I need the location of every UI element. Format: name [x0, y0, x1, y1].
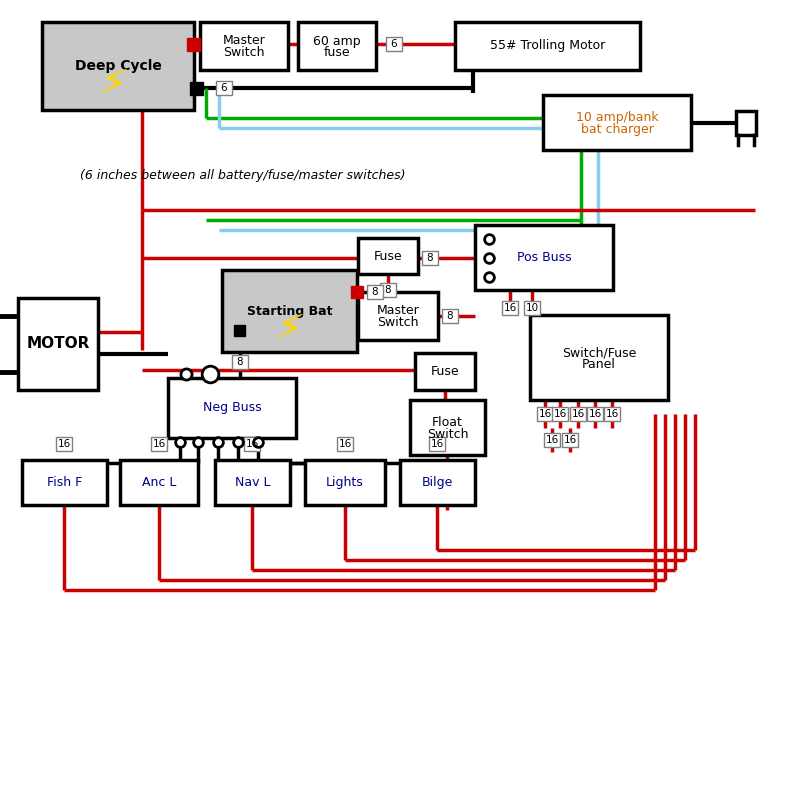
Bar	[57, 437, 73, 451]
Text: 16: 16	[545, 435, 559, 445]
Text: 16: 16	[571, 409, 585, 419]
Bar	[367, 285, 383, 299]
Text: 16: 16	[152, 439, 166, 449]
Bar	[455, 22, 640, 70]
Text: 8: 8	[385, 285, 391, 295]
Text: 16: 16	[504, 303, 516, 313]
Text: 16: 16	[431, 439, 444, 449]
Text: Switch: Switch	[223, 46, 265, 59]
Text: MOTOR: MOTOR	[26, 337, 90, 351]
Bar	[234, 325, 245, 335]
Text: Fuse: Fuse	[374, 250, 402, 262]
Bar	[386, 37, 402, 51]
Text: 55# Trolling Motor: 55# Trolling Motor	[490, 39, 605, 53]
Text: 10 amp/bank: 10 amp/bank	[575, 111, 658, 124]
Bar	[604, 407, 620, 421]
Bar	[530, 315, 668, 400]
Bar	[187, 38, 201, 50]
Text: 16: 16	[563, 435, 576, 445]
Text: Master: Master	[377, 305, 419, 318]
Bar	[298, 22, 376, 70]
Text: Float: Float	[432, 416, 463, 429]
Bar	[358, 238, 418, 274]
Bar	[380, 283, 396, 297]
Bar	[351, 286, 363, 298]
Bar	[502, 301, 518, 315]
Text: Starting Bat: Starting Bat	[247, 305, 332, 318]
Bar	[215, 460, 290, 505]
Bar	[337, 437, 353, 451]
Text: Anc L: Anc L	[142, 476, 176, 489]
Bar	[430, 437, 446, 451]
Text: 8: 8	[426, 253, 434, 263]
Text: Bilge: Bilge	[422, 476, 453, 489]
Text: 16: 16	[339, 439, 351, 449]
Bar	[537, 407, 553, 421]
Text: Nav L: Nav L	[235, 476, 270, 489]
Bar	[245, 437, 261, 451]
Bar	[475, 225, 613, 290]
Text: Panel: Panel	[582, 358, 616, 371]
Text: Fish F: Fish F	[47, 476, 82, 489]
Bar	[216, 81, 232, 95]
Bar	[587, 407, 603, 421]
Bar	[400, 460, 475, 505]
Text: fuse: fuse	[324, 46, 351, 59]
Text: 16: 16	[539, 409, 552, 419]
Bar	[358, 292, 438, 340]
Bar	[562, 433, 578, 447]
Text: 16: 16	[553, 409, 567, 419]
Bar	[200, 22, 288, 70]
Text: bat charger: bat charger	[580, 123, 654, 136]
Bar	[151, 437, 167, 451]
Text: 10: 10	[525, 303, 539, 313]
Bar	[232, 355, 248, 369]
Text: 8: 8	[371, 287, 379, 297]
Bar	[168, 378, 296, 438]
Text: 8: 8	[237, 357, 243, 367]
Bar	[422, 251, 438, 265]
Text: ⚡: ⚡	[273, 308, 306, 350]
Text: 16: 16	[588, 409, 602, 419]
Bar	[305, 460, 385, 505]
Text: 16: 16	[606, 409, 618, 419]
Text: Deep Cycle: Deep Cycle	[75, 59, 162, 73]
Bar	[570, 407, 586, 421]
Bar	[120, 460, 198, 505]
Text: 16: 16	[246, 439, 259, 449]
Text: Switch: Switch	[377, 317, 418, 330]
Bar	[410, 400, 485, 455]
Bar	[42, 22, 194, 110]
Text: 6: 6	[391, 39, 398, 49]
Text: (6 inches between all battery/fuse/master switches): (6 inches between all battery/fuse/maste…	[80, 169, 406, 182]
Text: 6: 6	[221, 83, 227, 93]
Text: ⚡: ⚡	[96, 63, 130, 105]
Text: 60 amp: 60 amp	[313, 34, 361, 47]
Bar	[524, 301, 540, 315]
Text: Neg Buss: Neg Buss	[202, 402, 261, 414]
Bar	[222, 270, 357, 352]
Bar	[552, 407, 568, 421]
Text: Master: Master	[222, 34, 265, 47]
Text: Pos Buss: Pos Buss	[516, 251, 571, 264]
Text: 16: 16	[58, 439, 71, 449]
Bar	[18, 298, 98, 390]
Text: Lights: Lights	[326, 476, 364, 489]
Bar	[442, 309, 458, 323]
Bar	[190, 82, 203, 94]
Bar	[544, 433, 560, 447]
Text: 8: 8	[446, 311, 453, 321]
Bar	[736, 110, 756, 134]
Bar	[415, 353, 475, 390]
Bar	[22, 460, 107, 505]
Bar	[543, 95, 691, 150]
Text: Fuse: Fuse	[430, 365, 459, 378]
Text: Switch/Fuse: Switch/Fuse	[562, 346, 636, 359]
Text: Switch: Switch	[426, 428, 469, 441]
